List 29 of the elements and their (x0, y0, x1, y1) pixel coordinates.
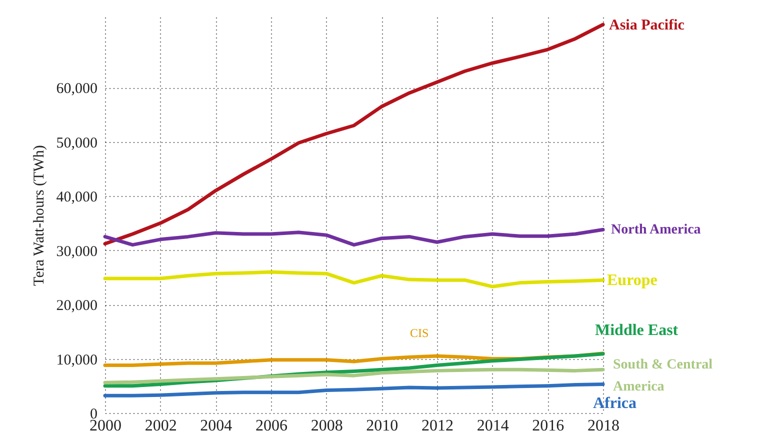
y-tick-label: 40,000 (56, 190, 98, 206)
series-label: CIS (410, 326, 429, 340)
line-series (103, 22, 605, 246)
x-tick-label: 2000 (90, 418, 122, 434)
y-tick-label: 50,000 (56, 135, 98, 152)
series-label: North America (611, 222, 701, 238)
x-tick-label: 2008 (310, 418, 343, 434)
line-series (103, 270, 605, 288)
y-tick-label: 20,000 (56, 298, 98, 314)
x-tick-label: 2002 (144, 418, 177, 434)
y-tick-label: 60,000 (56, 81, 98, 98)
series-label: Middle East (595, 322, 679, 339)
x-tick-label: 2016 (532, 418, 564, 434)
x-tick-label: 2014 (476, 418, 509, 434)
x-tick-label: 2012 (422, 418, 454, 434)
series-label: Europe (607, 272, 658, 290)
x-tick-label: 2018 (588, 418, 620, 434)
x-tick-label: 2010 (366, 418, 398, 434)
line-series (103, 228, 605, 247)
y-axis-title: Tera Watt-hours (TWh) (31, 145, 48, 286)
x-tick-label: 2004 (200, 418, 232, 434)
series-label: South & Central America (613, 358, 713, 395)
line-series (103, 368, 605, 384)
x-tick-label: 2006 (256, 418, 288, 434)
line-series (103, 382, 605, 398)
y-tick-label: 30,000 (56, 244, 98, 260)
y-tick-label: 10,000 (56, 352, 98, 368)
series-label: Asia Pacific (609, 18, 685, 34)
series-label: Africa (593, 395, 637, 412)
